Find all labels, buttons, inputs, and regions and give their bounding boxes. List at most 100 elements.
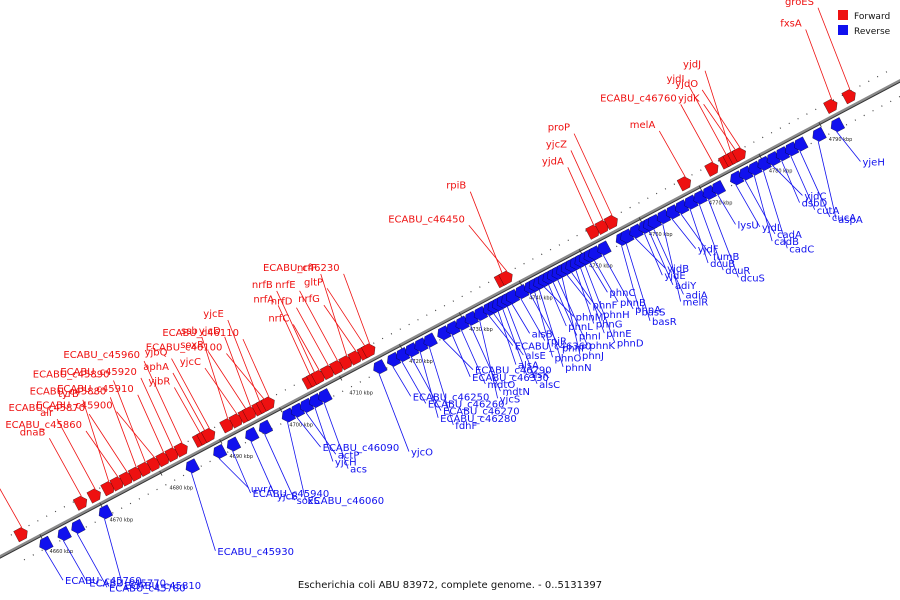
forward-leader [703, 104, 736, 151]
reverse-gene-label: ECABU_c46260 [428, 399, 505, 410]
forward-gene-label: nrfB [252, 280, 273, 291]
genome-axis: 4660 kbp 4670 kbp 4680 kbp 4690 kbp 4700 kbp… [0, 69, 900, 561]
forward-gene-label: tyrB [58, 389, 79, 400]
axis-tick [818, 122, 822, 127]
axis-tick-label: 4700 kbp [289, 422, 313, 428]
reverse-gene-label: ECABU_c46250 [413, 392, 490, 403]
reverse-gene-label: adiA [685, 290, 707, 301]
legend-forward-swatch [838, 10, 848, 20]
forward-gene-label: yjdJ [683, 60, 701, 71]
reverse-leader [621, 245, 640, 312]
reverse-leader [817, 141, 837, 220]
forward-gene-label: yjcZ [546, 139, 567, 150]
axis-tick-label: 4680 kbp [170, 486, 194, 492]
reverse-gene-label: ECABU_c45760 [65, 576, 142, 587]
forward-gene-label: nrfA [253, 294, 274, 305]
reverse-leader [671, 218, 697, 249]
forward-gene-label: rpiB [446, 181, 466, 192]
reverse-leader [772, 165, 803, 196]
reverse-leader [442, 339, 474, 370]
axis-tick-label: 4770 kbp [709, 200, 733, 206]
reverse-leader [689, 208, 709, 264]
forward-leader [296, 307, 329, 366]
forward-leader [171, 358, 210, 429]
reverse-leader [557, 279, 588, 346]
reverse-leader [799, 150, 831, 218]
reverse-gene-label: ECABU_c45810 [124, 581, 201, 592]
reverse-leader [579, 266, 605, 334]
reverse-gene-label: ECABU_c45770 [89, 579, 166, 590]
axis-shadow [0, 81, 900, 559]
forward-leader [224, 336, 252, 407]
reverse-leader [643, 233, 663, 276]
forward-gene-label: aphA [143, 362, 169, 373]
reverse-leader [314, 407, 334, 462]
reverse-gene-label: cadA [777, 230, 802, 241]
reverse-leader [488, 315, 514, 346]
forward-leader [567, 167, 595, 226]
reverse-gene-label: phnO [555, 353, 582, 364]
forward-gene-label: ECABU_c46100 [146, 343, 223, 354]
reverse-gene-label: phnG [596, 319, 623, 330]
reverse-leader [250, 441, 276, 496]
gene-arrow-phnA [597, 240, 612, 256]
forward-gene-label: groES [785, 0, 814, 8]
forward-gene-label: yjdK [678, 93, 700, 104]
forward-gene-label: ECABU_c46450 [388, 214, 465, 225]
reverse-leader [589, 262, 608, 293]
gene-arrow-alr [86, 488, 101, 504]
reverse-gene-label: cutA [817, 206, 840, 217]
reverse-gene-label: yjcO [411, 448, 433, 459]
legend-reverse-label: Reverse [854, 27, 891, 37]
gene-arrow-yjcH [309, 392, 324, 408]
axis-tick-label: 4730 kbp [469, 327, 493, 333]
reverse-leader [104, 518, 123, 585]
reverse-gene-label: dcuB [710, 259, 735, 270]
axis-line [0, 78, 900, 559]
reverse-leader [593, 259, 619, 303]
forward-gene-label: gltP [304, 277, 323, 288]
gene-arrow-fumB [675, 199, 690, 215]
reverse-gene-label: yjeH [862, 158, 884, 169]
reverse-gene-label: aspA [838, 215, 863, 226]
forward-gene-label: yjbR [148, 376, 170, 387]
reverse-leader [836, 131, 861, 162]
gene-arrow-ECABU_c46290 [437, 325, 452, 341]
forward-gene-label: yjdI [666, 74, 684, 85]
reverse-leader [392, 366, 412, 397]
forward-gene-label: ECABU_c45870 [9, 403, 86, 414]
forward-gene-label: yjcE [203, 309, 224, 320]
gene-arrow-yjdC [766, 150, 781, 166]
gene-arrow-ECABU_c46250 [387, 351, 402, 367]
reverse-leader [547, 283, 567, 327]
gene-arrow-proP [603, 215, 618, 231]
forward-gene-label: yjdA [542, 156, 564, 167]
forward-gene-label: nrfD [271, 297, 293, 308]
axis-tick [638, 217, 642, 223]
forward-gene-label: yjcC [180, 357, 201, 368]
gene-arrow-yjeH [830, 117, 846, 132]
reverse-leader [401, 361, 427, 404]
axis-tick-label: 4760 kbp [649, 232, 673, 238]
axis-tick-label: 4660 kbp [50, 549, 74, 555]
gene-arrow-cucA [794, 136, 809, 152]
reverse-leader [708, 199, 739, 278]
gene-arrow-cutA [785, 141, 800, 157]
gene-arrow-dcuS [702, 184, 717, 200]
reverse-leader [790, 155, 816, 210]
reverse-gene-label: ECABU_c46270 [443, 407, 520, 418]
reverse-gene-label: yjcS [500, 394, 521, 405]
reverse-leader [506, 305, 538, 384]
forward-leader [276, 290, 316, 374]
reverse-gene-label: phnB [620, 298, 646, 309]
reverse-leader [662, 223, 682, 302]
axis-tick [99, 502, 103, 508]
reverse-gene-label: ECABU_c46330 [472, 373, 549, 384]
reverse-leader [76, 533, 108, 588]
reverse-leader [451, 334, 471, 377]
reverse-leader [648, 230, 674, 285]
reverse-leader [305, 412, 337, 455]
forward-gene-label: ECABU_c45860 [5, 420, 82, 431]
axis-tick-label: 4690 kbp [229, 454, 253, 460]
forward-gene-label: yjdO [675, 79, 698, 90]
